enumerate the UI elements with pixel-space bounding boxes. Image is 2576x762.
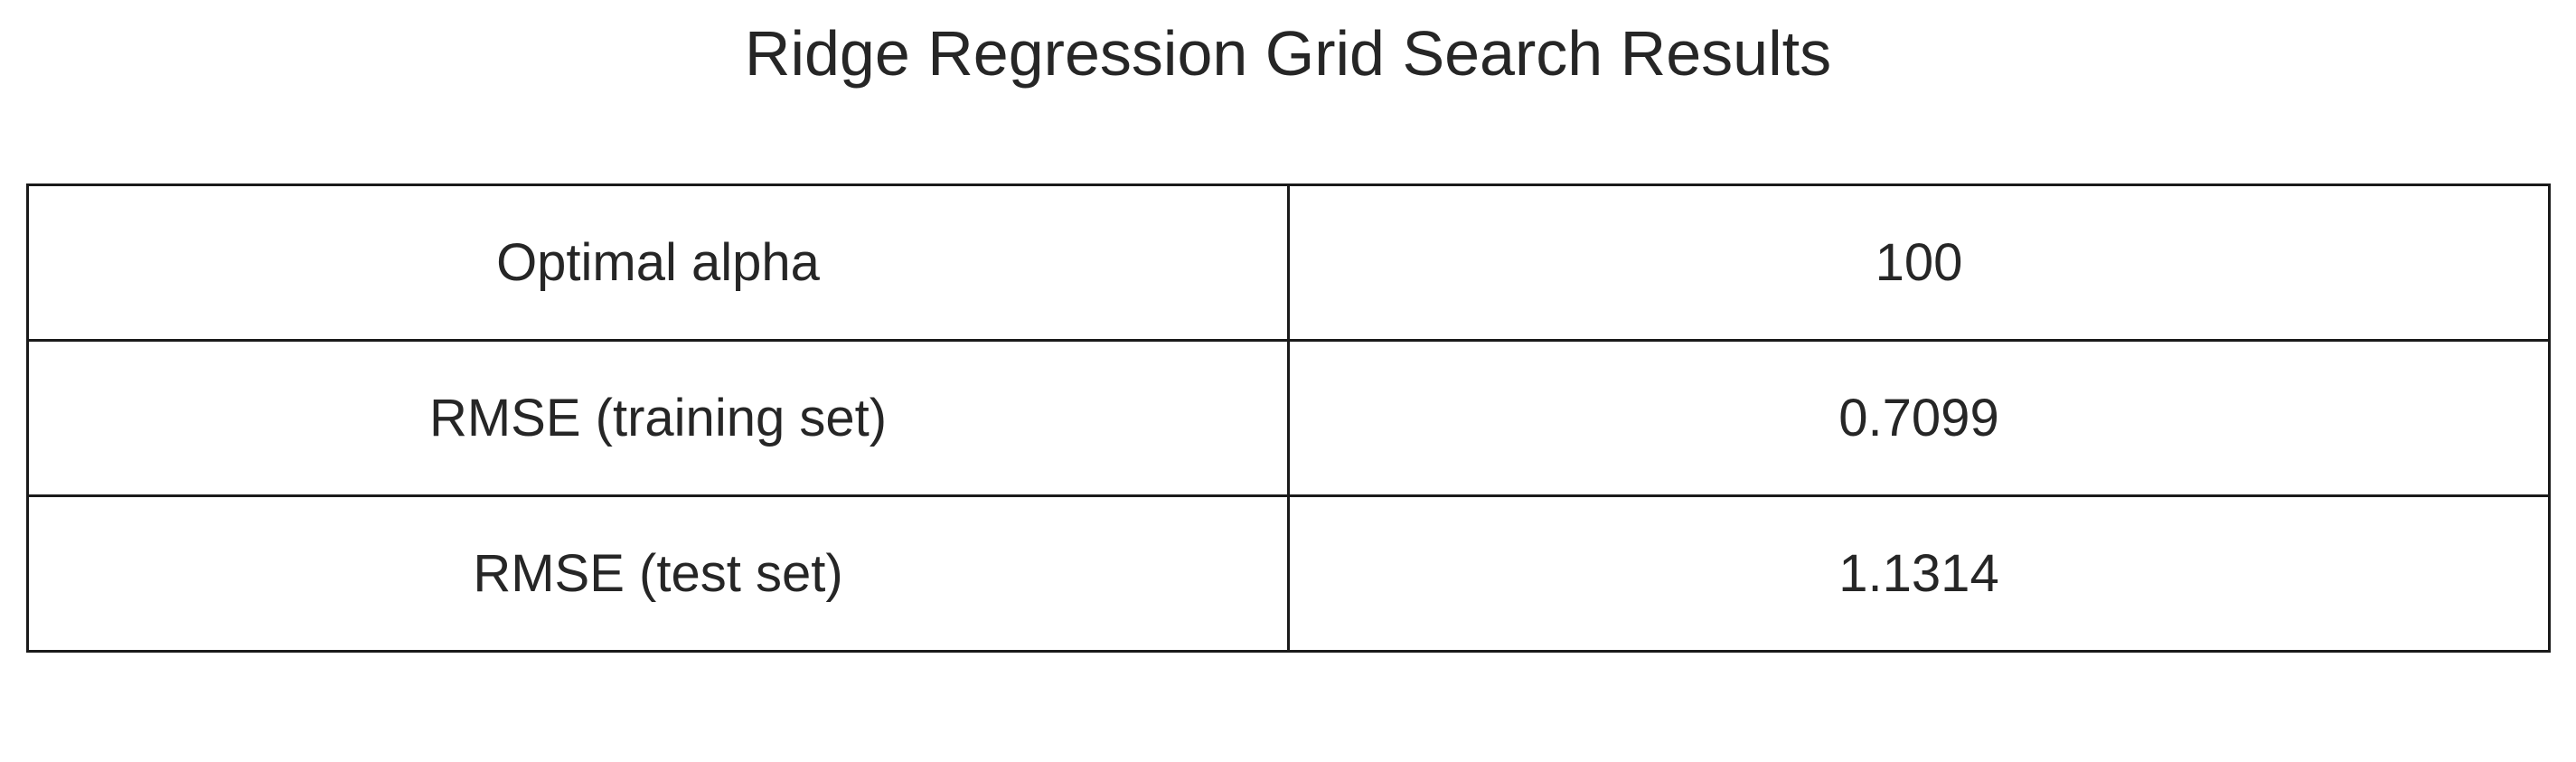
metric-label-cell: RMSE (training set) <box>26 339 1290 497</box>
table-row: RMSE (training set) 0.7099 <box>26 339 2551 497</box>
results-table: Optimal alpha 100 RMSE (training set) 0.… <box>26 183 2551 653</box>
table-row: Optimal alpha 100 <box>26 183 2551 342</box>
metric-value-cell: 0.7099 <box>1287 339 2551 497</box>
chart-title: Ridge Regression Grid Search Results <box>744 18 1832 89</box>
metric-value-cell: 100 <box>1287 183 2551 342</box>
metric-label-cell: RMSE (test set) <box>26 494 1290 653</box>
metric-label-cell: Optimal alpha <box>26 183 1290 342</box>
metric-value-cell: 1.1314 <box>1287 494 2551 653</box>
table-row: RMSE (test set) 1.1314 <box>26 494 2551 653</box>
